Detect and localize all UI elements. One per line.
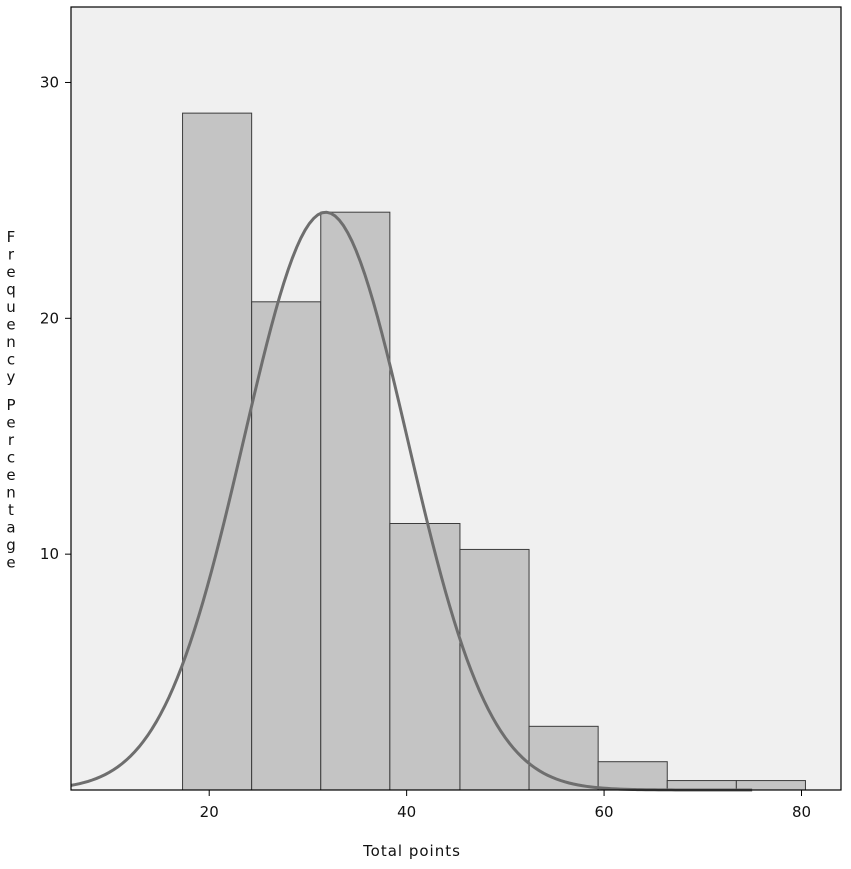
- x-tick-label: 20: [200, 803, 219, 821]
- histogram-bar-7: [597, 761, 668, 791]
- y-tick-label: 20: [40, 309, 59, 327]
- y-axis-title-char: r: [8, 431, 15, 449]
- y-axis-title-char: e: [6, 466, 15, 484]
- x-axis-title: Total points: [362, 842, 461, 860]
- y-axis-title-char: e: [6, 316, 15, 334]
- y-axis-title-char: F: [7, 228, 16, 246]
- y-tick-label: 10: [40, 545, 59, 563]
- y-axis-title-char: e: [6, 263, 15, 281]
- y-tick-label: 30: [40, 73, 59, 91]
- y-axis-ticks: 10 20 30: [40, 73, 71, 563]
- y-axis-title-char: e: [6, 554, 15, 572]
- y-axis-title-char: n: [6, 333, 16, 351]
- histogram-bar-2: [251, 301, 322, 791]
- y-axis-title-char: n: [6, 484, 16, 502]
- y-axis-title-char: a: [6, 519, 15, 537]
- y-axis-title-char: P: [6, 396, 15, 414]
- y-axis-title-char: t: [8, 501, 14, 519]
- y-axis-title-char: g: [6, 536, 16, 554]
- y-axis-title-char: e: [6, 414, 15, 432]
- x-tick-label: 40: [397, 803, 416, 821]
- x-tick-label: 80: [792, 803, 811, 821]
- x-axis-ticks: 20 40 60 80: [200, 790, 811, 821]
- x-tick-label: 60: [595, 803, 614, 821]
- y-axis-title-char: c: [7, 351, 15, 369]
- y-axis-title-char: r: [8, 246, 15, 264]
- plot-frame: [70, 6, 842, 791]
- histogram-bar-4: [389, 522, 461, 791]
- histogram-bar-3: [320, 211, 391, 791]
- y-axis-title-char: q: [6, 281, 16, 299]
- y-axis-title-char: u: [6, 298, 16, 316]
- y-axis-title-char: y: [7, 368, 16, 386]
- y-axis-title-char: c: [7, 449, 15, 467]
